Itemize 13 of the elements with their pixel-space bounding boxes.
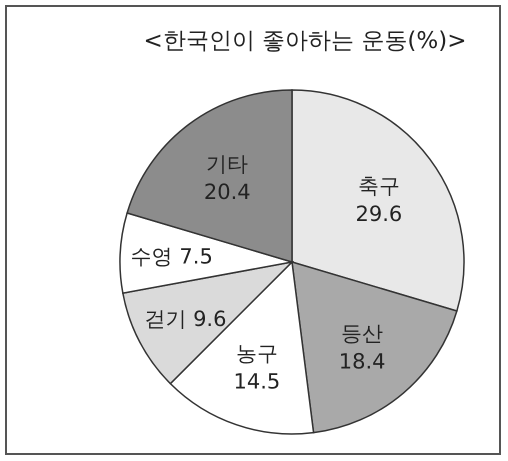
slice-label: 축구 bbox=[358, 174, 400, 198]
data-label: 9.6 bbox=[193, 307, 226, 332]
slice-label: 기타 bbox=[206, 152, 248, 176]
slice-label: 수영 bbox=[130, 244, 173, 269]
data-label: 7.5 bbox=[179, 244, 213, 269]
data-label: 29.6 bbox=[355, 202, 402, 226]
data-label: 20.4 bbox=[204, 180, 251, 204]
slice-label: 농구 bbox=[236, 342, 278, 366]
data-label: 14.5 bbox=[234, 370, 280, 394]
data-label: 18.4 bbox=[338, 350, 386, 374]
slice-label: 등산 bbox=[341, 322, 384, 346]
chart-title: <한국인이 좋아하는 운동(%)> bbox=[144, 28, 466, 54]
slice-label: 걷기 bbox=[144, 307, 186, 332]
